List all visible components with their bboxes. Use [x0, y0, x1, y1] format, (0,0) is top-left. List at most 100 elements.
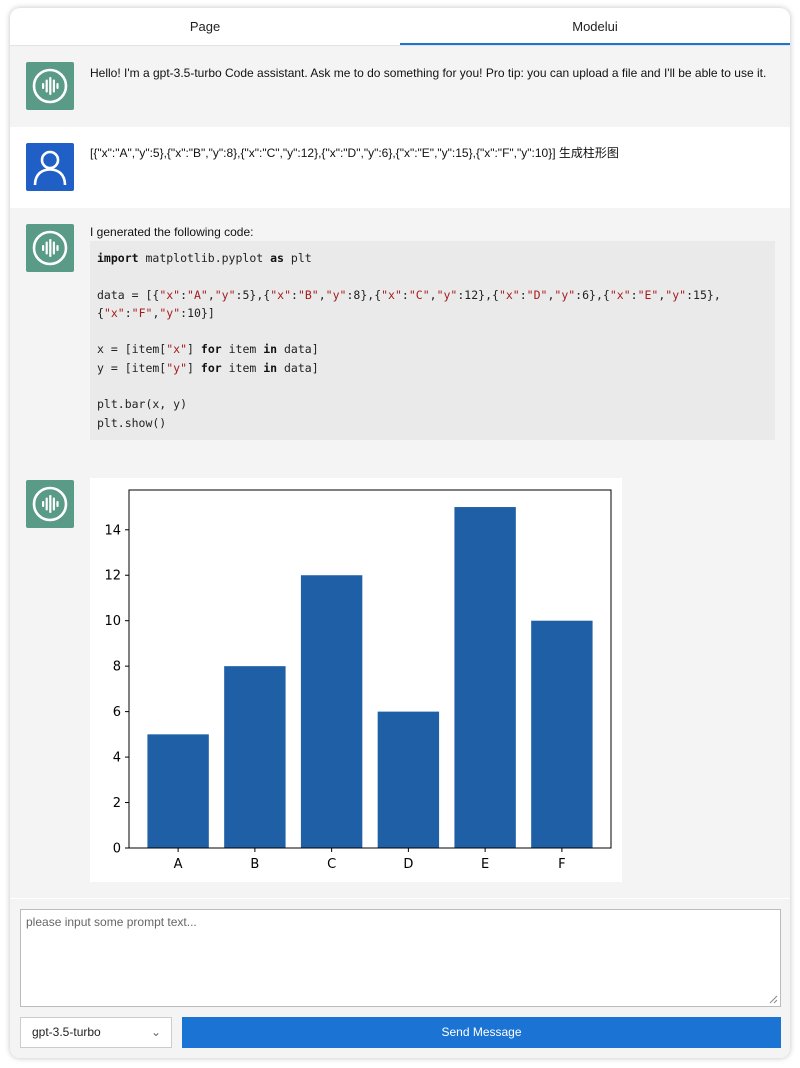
code-token: ] — [187, 342, 201, 357]
tab-modelui[interactable]: Modelui — [400, 8, 790, 45]
greeting-text: Hello! I'm a gpt-3.5-turbo Code assistan… — [90, 66, 767, 80]
code-token: 5 — [242, 287, 250, 302]
code-token: : — [291, 287, 298, 302]
code-string: "D" — [526, 287, 548, 302]
assistant-avatar — [26, 480, 74, 528]
bar-chart-image: 0 2 4 6 8 10 12 14 A B C D E F — [90, 478, 622, 882]
x-tick-label: E — [481, 857, 489, 872]
code-string: "y" — [166, 360, 188, 375]
x-tick-label: D — [403, 857, 413, 872]
x-tick-label: A — [174, 857, 183, 872]
y-tick-label: 10 — [104, 614, 121, 629]
assistant-avatar — [26, 62, 74, 110]
code-string: "x" — [166, 342, 188, 357]
code-string: "y" — [325, 287, 347, 302]
y-tick-label: 4 — [113, 751, 121, 766]
code-string: "F" — [131, 305, 153, 320]
code-token: } — [360, 287, 368, 302]
code-token: 10 — [187, 305, 201, 320]
tab-page[interactable]: Page — [189, 19, 221, 34]
code-token: : — [457, 287, 465, 302]
code-token: 15 — [693, 287, 707, 302]
code-token: plt.show() — [97, 415, 167, 430]
code-token: } — [249, 287, 257, 302]
tab-bar: Page Modelui — [10, 8, 790, 46]
audio-wave-icon — [32, 486, 68, 522]
bar-C — [300, 575, 363, 848]
y-tick-label: 6 — [113, 705, 121, 720]
code-token: , — [658, 287, 666, 302]
bar-chart: 0 2 4 6 8 10 12 14 A B C D E F — [104, 489, 612, 872]
code-token: , — [152, 305, 160, 320]
code-string: "y" — [665, 287, 687, 302]
bar-A — [147, 734, 209, 848]
user-message: [{"x":"A","y":5},{"x":"B","y":8},{"x":"C… — [10, 127, 790, 208]
y-tick-label: 14 — [104, 523, 121, 538]
assistant-avatar — [26, 224, 74, 272]
code-token: data] — [277, 342, 319, 357]
code-token: y = [item[ — [97, 360, 167, 375]
code-string: "y" — [554, 287, 576, 302]
plot-frame — [128, 489, 612, 849]
send-message-button[interactable]: Send Message — [182, 1017, 781, 1048]
code-token: 6 — [582, 287, 590, 302]
bar-D — [377, 711, 440, 848]
code-token: x = [item[ — [97, 342, 167, 357]
app-window: Page Modelui Hello! I'm a gpt-3.5-turbo … — [10, 8, 790, 1058]
code-intro-text: I generated the following code: — [90, 225, 254, 239]
prompt-input[interactable] — [20, 909, 781, 1007]
x-tick-label: C — [327, 857, 336, 872]
code-token: } — [200, 305, 208, 320]
code-string: "x" — [381, 287, 402, 302]
x-tick-label: F — [558, 857, 565, 872]
y-tick-label: 2 — [113, 796, 121, 811]
code-string: "x" — [159, 287, 181, 302]
code-token: : — [401, 287, 409, 302]
code-token: : — [519, 287, 527, 302]
code-token: : — [686, 287, 694, 302]
code-token: : — [575, 287, 583, 302]
code-keyword: for — [200, 342, 222, 357]
code-keyword: in — [263, 342, 278, 357]
code-token: plt.bar(x, y) — [97, 397, 188, 412]
code-token: 12 — [464, 287, 479, 302]
code-string: "x" — [103, 305, 125, 320]
code-string: "B" — [297, 287, 319, 302]
code-token: : — [180, 305, 188, 320]
bar-B — [224, 666, 286, 848]
code-token: , — [207, 287, 215, 302]
code-string: "y" — [159, 305, 181, 320]
x-tick-label: B — [250, 857, 259, 872]
model-select[interactable]: gpt-3.5-turbo ⌄ — [20, 1017, 172, 1048]
code-token: : — [630, 287, 638, 302]
code-token: : — [235, 287, 243, 302]
y-tick-label: 12 — [104, 569, 121, 584]
code-token: item — [221, 342, 264, 357]
resize-grip-icon[interactable] — [768, 994, 778, 1004]
code-string: "A" — [187, 287, 208, 302]
code-keyword: for — [200, 360, 222, 375]
bar-E — [454, 507, 516, 848]
composer: gpt-3.5-turbo ⌄ Send Message — [10, 899, 790, 1058]
code-string: "E" — [637, 287, 659, 302]
code-token: : — [180, 287, 188, 302]
code-token: ] — [187, 360, 201, 375]
assistant-greeting-message: Hello! I'm a gpt-3.5-turbo Code assistan… — [10, 46, 790, 127]
code-token: : — [124, 305, 132, 320]
code-string: "y" — [214, 287, 236, 302]
bar-F — [531, 620, 593, 848]
code-token: } — [589, 287, 596, 302]
code-token: , — [318, 287, 326, 302]
code-token: 8 — [353, 287, 361, 302]
code-keyword: import — [97, 251, 139, 265]
audio-wave-icon — [32, 68, 68, 104]
code-token: plt — [283, 251, 312, 265]
code-string: "y" — [436, 287, 458, 302]
user-icon — [33, 150, 67, 186]
code-keyword: in — [263, 360, 278, 375]
code-data-line: data = [{"x":"A","y":5},{"x":"B","y":8},… — [97, 287, 721, 320]
code-token: , — [547, 287, 555, 302]
user-avatar — [26, 143, 74, 191]
code-block: import matplotlib.pyplot as plt data = [… — [90, 241, 775, 440]
code-data-items: "x":"A","y":5},{"x":"B","y":8},{"x":"C",… — [97, 287, 721, 320]
